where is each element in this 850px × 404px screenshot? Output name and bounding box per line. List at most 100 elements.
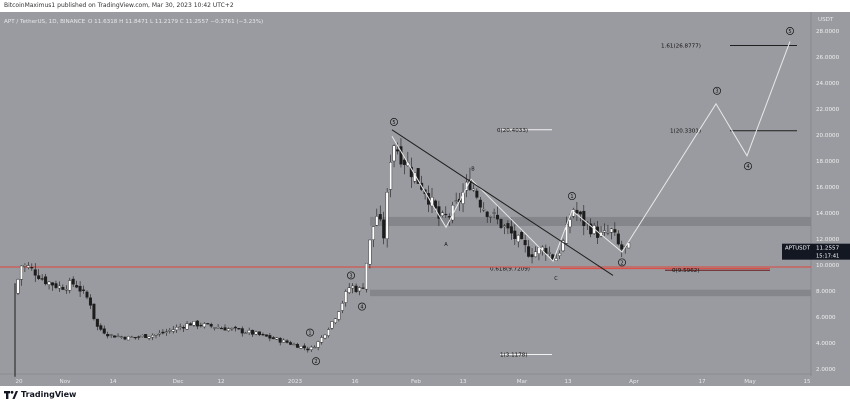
time-tick-label: Feb (411, 379, 421, 385)
candle-body (527, 246, 531, 257)
candle-body (454, 200, 458, 202)
candle-body (47, 281, 51, 285)
candle-body (175, 327, 179, 331)
wave-label-circle (347, 271, 355, 280)
tradingview-logo-icon (4, 390, 18, 399)
candle-body (130, 336, 134, 338)
candle-body (40, 278, 44, 280)
candle-body (603, 230, 607, 233)
trendline-layer (391, 129, 614, 276)
candle-body (123, 336, 127, 340)
candle-body (285, 340, 289, 343)
candle-body (496, 214, 500, 220)
candle-body (499, 218, 503, 228)
candle-body (268, 335, 272, 339)
candle-body (299, 345, 303, 349)
candle-body (606, 232, 610, 234)
candle-body (164, 331, 168, 333)
candle-body (247, 330, 251, 333)
candle-body (192, 321, 196, 326)
candle-body (264, 334, 268, 337)
last-price-symbol: APTUSDT (785, 246, 811, 252)
candle-body (44, 276, 48, 285)
candle-body (382, 219, 386, 239)
chart-area[interactable]: 1.61(26.8777) 1(20.3301) 0(20.4033) 0.618(9… (0, 12, 850, 386)
candle-body (82, 289, 86, 291)
candle-body (616, 233, 620, 245)
time-scale[interactable]: 20 Nov 14 Dec 12 2023 16 Feb 13 Mar 13 Apr 17 May 15 (15, 379, 811, 385)
wave-label-circle (744, 162, 752, 171)
candle-body (147, 336, 151, 339)
candle-body (396, 149, 400, 152)
descending-trendline[interactable] (391, 129, 614, 276)
candle-body (502, 225, 506, 227)
price-scale-unit: USDT (818, 17, 834, 23)
price-tick-label: 14.0000 (816, 211, 840, 217)
time-tick-label: Dec (173, 379, 184, 385)
elliott-wave-path (391, 41, 791, 263)
wave-label: 1 (570, 194, 573, 200)
candle-body (368, 239, 372, 265)
candle-body (195, 320, 199, 327)
candle-body (613, 229, 617, 233)
candle-body (375, 216, 379, 226)
candle-body (485, 211, 489, 217)
candle-body (116, 335, 120, 338)
candle-body (71, 278, 75, 285)
candle-body (133, 336, 137, 339)
candle-body (226, 328, 230, 332)
candle-body (85, 291, 89, 298)
candle-body (278, 337, 282, 343)
price-chart[interactable]: 1.61(26.8777) 1(20.3301) 0(20.4033) 0.618(9… (0, 12, 850, 386)
candle-body (61, 286, 65, 290)
candle-body (171, 329, 175, 332)
wave-label-circle (618, 258, 626, 267)
candle-body (16, 279, 20, 294)
footer: TradingView (0, 386, 850, 404)
candle-body (54, 283, 58, 288)
candle-body (316, 341, 320, 348)
candle-body (68, 280, 72, 291)
candle-body (202, 323, 206, 328)
candle-body (254, 331, 258, 335)
candle-body (223, 327, 227, 331)
candle-body (575, 209, 579, 214)
candle-body (392, 145, 396, 162)
candle-body (306, 348, 310, 351)
candle-body (75, 285, 79, 288)
candle-body (340, 303, 344, 311)
candle-body (582, 210, 586, 226)
price-tick-label: 6.0000 (816, 315, 836, 321)
candle-body (199, 324, 203, 327)
candle-body (313, 346, 317, 349)
candle-body (26, 265, 30, 268)
price-tick-label: 24.0000 (816, 81, 840, 87)
fib-level-label: 0(20.4033) (497, 128, 528, 134)
candle-body (92, 303, 96, 320)
candle-body (371, 226, 375, 240)
price-scale[interactable]: 28.0000 26.0000 24.0000 22.0000 20.0000 18.00… (816, 29, 840, 373)
time-tick-label: 14 (109, 379, 117, 385)
candle-body (333, 318, 337, 323)
candle-body (33, 269, 37, 276)
last-price-countdown: 15:17:41 (816, 254, 839, 260)
time-tick-label: Apr (629, 379, 639, 385)
candle-body (385, 192, 389, 239)
candle-body (51, 282, 55, 286)
wave-label-circle (390, 118, 398, 126)
time-tick-label: 17 (698, 379, 706, 385)
price-tick-label: 20.0000 (816, 133, 840, 139)
time-tick-label: 20 (15, 379, 23, 385)
wave-label: B (471, 167, 475, 173)
price-tick-label: 2.0000 (816, 367, 836, 373)
candle-body (337, 311, 341, 320)
fib-level-label: 1(20.3301) (670, 129, 701, 135)
candle-body (57, 285, 61, 289)
wave-label: 2 (314, 359, 317, 365)
candle-body (37, 275, 41, 279)
candle-body (64, 289, 68, 291)
wave-labels-layer: 5 A B C 1 2 3 4 5 1 2 3 4 (306, 27, 794, 366)
candle-body (440, 212, 444, 216)
wave-label-circle (312, 357, 320, 366)
